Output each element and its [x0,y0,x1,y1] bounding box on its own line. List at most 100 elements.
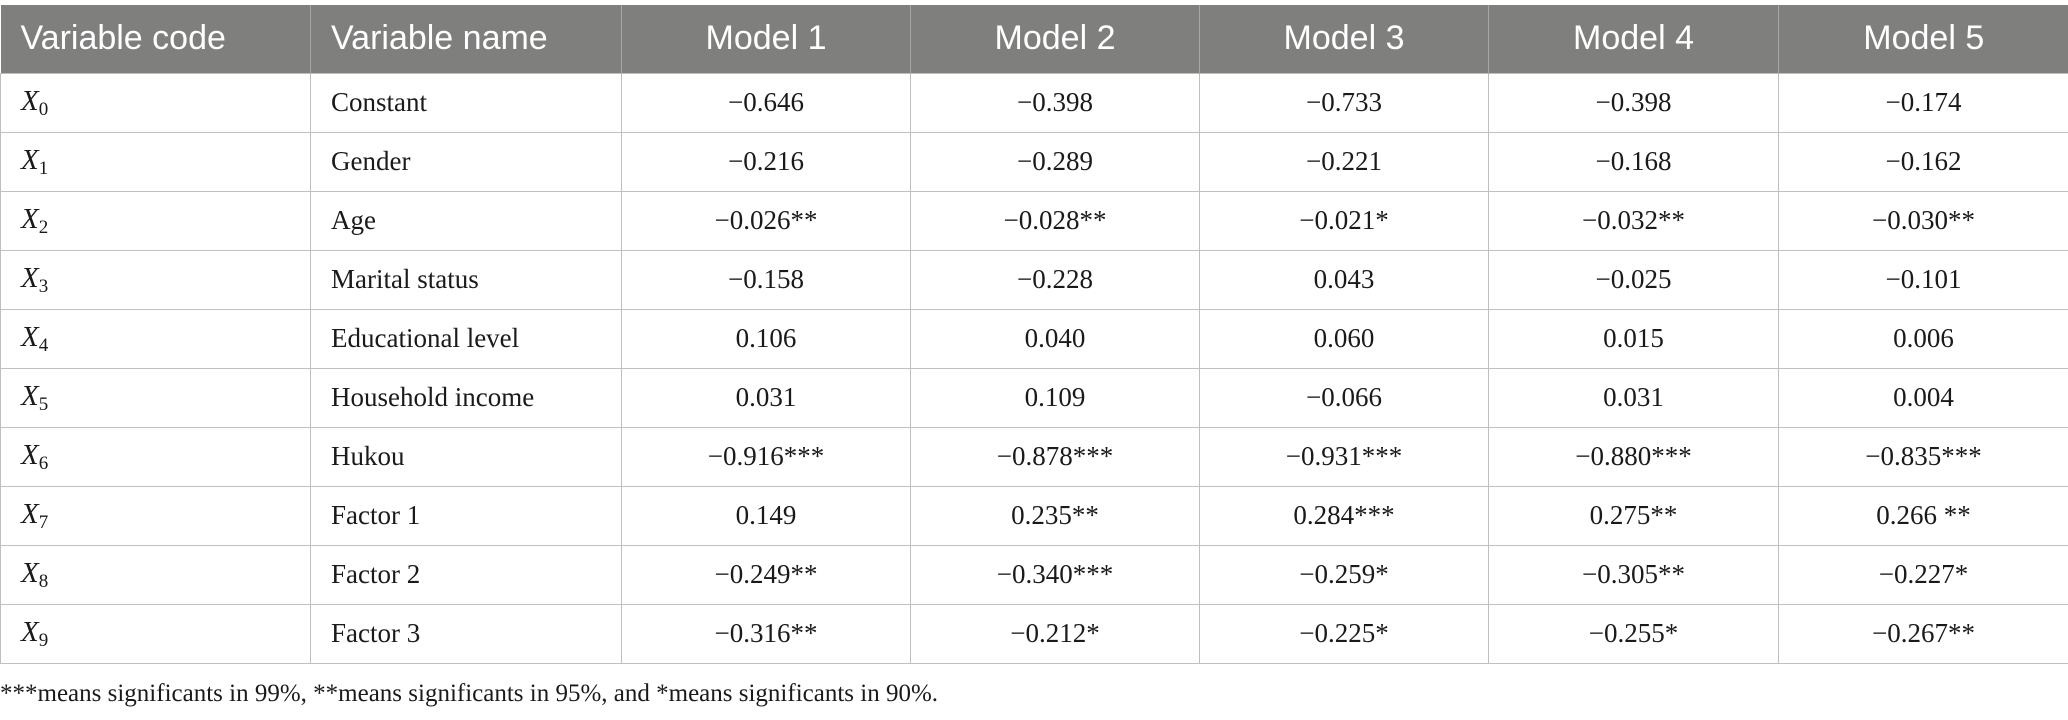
model-2-value: −0.398 [910,72,1200,132]
model-1-value: 0.149 [621,485,911,545]
variable-code: X [21,615,39,648]
table-row: X4 Educational level 0.106 0.040 0.060 0… [0,308,2068,368]
model-2-value: −0.028** [910,190,1200,250]
variable-code-subscript: 0 [38,98,49,120]
regression-table-container: Variable code Variable name Model 1 Mode… [0,5,2068,664]
variable-name-cell: Factor 3 [310,603,622,664]
header-model-1: Model 1 [621,5,911,73]
header-model-2: Model 2 [910,5,1200,73]
model-4-value: −0.032** [1488,190,1779,250]
model-2-value: 0.109 [910,367,1200,427]
model-4-value: −0.880*** [1488,426,1779,486]
variable-code: X [21,320,39,353]
model-2-value: −0.228 [910,249,1200,309]
variable-code: X [21,84,39,117]
variable-code-cell: X6 [0,426,311,486]
variable-name-cell: Hukou [310,426,622,486]
model-1-value: −0.216 [621,131,911,191]
model-3-value: −0.066 [1199,367,1489,427]
model-5-value: 0.004 [1778,367,2068,427]
variable-code-subscript: 4 [38,334,49,356]
model-3-value: −0.225* [1199,603,1489,664]
model-4-value: 0.031 [1488,367,1779,427]
variable-code: X [21,202,39,235]
table-row: X3 Marital status −0.158 −0.228 0.043 −0… [0,249,2068,309]
variable-code: X [21,261,39,294]
table-row: X5 Household income 0.031 0.109 −0.066 0… [0,367,2068,427]
variable-code-subscript: 8 [38,570,49,592]
variable-code: X [21,438,39,471]
model-4-value: −0.398 [1488,72,1779,132]
significance-footnote: ***means significants in 99%, **means si… [0,680,939,707]
model-4-value: −0.305** [1488,544,1779,604]
model-2-value: 0.040 [910,308,1200,368]
model-1-value: −0.249** [621,544,911,604]
model-5-value: −0.267** [1778,603,2068,664]
header-row: Variable code Variable name Model 1 Mode… [0,5,2068,73]
model-2-value: −0.878*** [910,426,1200,486]
model-1-value: −0.026** [621,190,911,250]
model-1-value: −0.316** [621,603,911,664]
variable-code-subscript: 2 [38,216,49,238]
model-5-value: 0.266 ** [1778,485,2068,545]
model-4-value: −0.255* [1488,603,1779,664]
model-3-value: −0.733 [1199,72,1489,132]
variable-code-subscript: 6 [38,452,49,474]
variable-name-cell: Household income [310,367,622,427]
variable-code-cell: X8 [0,544,311,604]
model-4-value: −0.168 [1488,131,1779,191]
table-row: X8 Factor 2 −0.249** −0.340*** −0.259* −… [0,544,2068,604]
header-model-5: Model 5 [1778,5,2068,73]
variable-name-cell: Age [310,190,622,250]
model-4-value: 0.275** [1488,485,1779,545]
variable-code-cell: X5 [0,367,311,427]
model-3-value: −0.931*** [1199,426,1489,486]
model-5-value: −0.227* [1778,544,2068,604]
model-1-value: 0.031 [621,367,911,427]
model-1-value: −0.916*** [621,426,911,486]
variable-code-cell: X1 [0,131,311,191]
model-1-value: 0.106 [621,308,911,368]
variable-name-cell: Factor 2 [310,544,622,604]
variable-code-cell: X2 [0,190,311,250]
model-2-value: −0.340*** [910,544,1200,604]
variable-code-subscript: 3 [38,275,49,297]
variable-code-cell: X0 [0,72,311,132]
header-model-3: Model 3 [1199,5,1489,73]
regression-results-table: Variable code Variable name Model 1 Mode… [0,5,2068,664]
model-3-value: −0.021* [1199,190,1489,250]
variable-name-cell: Gender [310,131,622,191]
header-model-4: Model 4 [1488,5,1779,73]
model-5-value: −0.162 [1778,131,2068,191]
variable-code-subscript: 7 [38,511,49,533]
header-variable-name: Variable name [310,5,622,73]
variable-code-subscript: 1 [38,157,49,179]
variable-code-cell: X4 [0,308,311,368]
table-header: Variable code Variable name Model 1 Mode… [0,5,2068,73]
model-1-value: −0.646 [621,72,911,132]
model-2-value: −0.212* [910,603,1200,664]
model-3-value: 0.060 [1199,308,1489,368]
model-5-value: −0.174 [1778,72,2068,132]
variable-code: X [21,556,39,589]
variable-code-cell: X7 [0,485,311,545]
table-body: X0 Constant −0.646 −0.398 −0.733 −0.398 … [0,72,2068,664]
model-2-value: −0.289 [910,131,1200,191]
model-3-value: −0.221 [1199,131,1489,191]
variable-code: X [21,379,39,412]
variable-name-cell: Educational level [310,308,622,368]
table-row: X7 Factor 1 0.149 0.235** 0.284*** 0.275… [0,485,2068,545]
model-4-value: −0.025 [1488,249,1779,309]
model-1-value: −0.158 [621,249,911,309]
variable-name-cell: Factor 1 [310,485,622,545]
variable-code: X [21,143,39,176]
model-5-value: −0.101 [1778,249,2068,309]
variable-code: X [21,497,39,530]
model-5-value: 0.006 [1778,308,2068,368]
header-variable-code: Variable code [0,5,311,73]
variable-code-cell: X9 [0,603,311,664]
variable-name-cell: Marital status [310,249,622,309]
model-3-value: 0.284*** [1199,485,1489,545]
variable-code-subscript: 5 [38,393,49,415]
variable-code-cell: X3 [0,249,311,309]
